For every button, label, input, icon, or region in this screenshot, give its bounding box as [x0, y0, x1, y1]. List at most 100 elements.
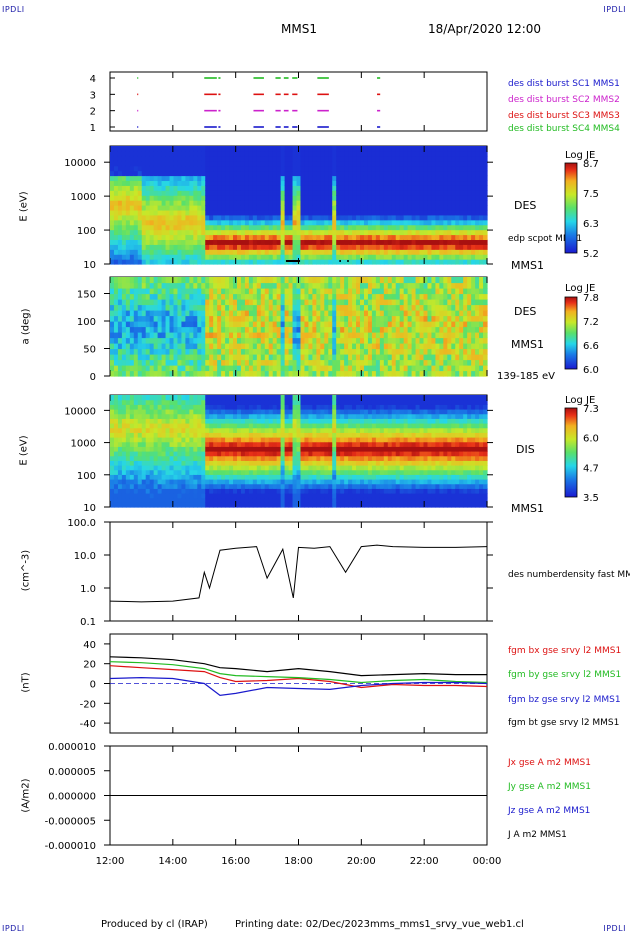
- pitch-angle-cell: [379, 321, 385, 328]
- des-spectrogram-cell: [356, 234, 361, 241]
- des-spectrogram-cell: [312, 180, 317, 186]
- pitch-angle-cell: [252, 315, 258, 322]
- pitch-angle-cell: [403, 299, 409, 306]
- des-spectrogram-cell: [217, 249, 222, 255]
- des-spectrogram-cell: [213, 200, 218, 206]
- dis-spectrogram-cell: [236, 395, 242, 401]
- des-spectrogram-cell: [360, 214, 365, 221]
- pitch-angle-cell: [157, 315, 163, 322]
- des-spectrogram-cell: [121, 254, 127, 260]
- des-spectrogram-cell: [137, 160, 143, 167]
- des-spectrogram-cell: [280, 244, 286, 250]
- des-spectrogram-cell: [360, 205, 365, 211]
- dis-spectrogram-cell: [157, 437, 163, 443]
- des-spectrogram-cell: [324, 170, 329, 177]
- des-spectrogram-cell: [324, 209, 329, 216]
- des-spectrogram-cell: [403, 195, 409, 201]
- dis-spectrogram-cell: [225, 432, 230, 438]
- pitch-angle-cell: [415, 315, 421, 322]
- pitch-angle-cell: [363, 348, 369, 355]
- dis-spectrogram-cell: [161, 469, 167, 475]
- des-spectrogram-cell: [209, 224, 214, 231]
- des-spectrogram-cell: [165, 254, 171, 260]
- des-spectrogram-cell: [375, 146, 381, 152]
- des-spectrogram-cell: [340, 205, 345, 211]
- pitch-angle-cell: [324, 332, 329, 339]
- des-spectrogram-cell: [173, 209, 179, 216]
- dis-spectrogram-cell: [229, 497, 234, 503]
- pitch-angle-cell: [419, 304, 425, 311]
- pitch-angle-cell: [475, 359, 480, 366]
- des-spectrogram-cell: [213, 239, 218, 245]
- pitch-angle-cell: [407, 354, 413, 361]
- des-spectrogram-cell: [336, 165, 341, 172]
- des-spectrogram-cell: [177, 190, 183, 196]
- pitch-angle-cell: [431, 277, 437, 284]
- dis-spectrogram-cell: [225, 474, 230, 480]
- pitch-angle-cell: [248, 343, 254, 350]
- des-spectrogram-cell: [240, 224, 246, 231]
- pitch-angle-cell: [288, 299, 294, 306]
- dis-spectrogram-cell: [209, 474, 214, 480]
- des-spectrogram-cell: [268, 160, 274, 167]
- pitch-angle-cell: [280, 359, 286, 366]
- pitch-angle-cell: [145, 343, 151, 350]
- des-spectrogram-cell: [221, 185, 226, 191]
- pitch-angle-cell: [344, 321, 349, 328]
- pitch-angle-cell: [467, 365, 472, 372]
- des-spectrogram-cell: [403, 229, 409, 236]
- des-spectrogram-cell: [356, 229, 361, 236]
- des-spectrogram-cell: [367, 229, 373, 236]
- pitch-angle-cell: [256, 310, 262, 317]
- dis-spectrogram-cell: [157, 399, 163, 405]
- des-spectrogram-cell: [141, 175, 147, 182]
- des-label: DES: [514, 199, 537, 212]
- pitch-angle-cell: [328, 365, 333, 372]
- pitch-angle-cell: [399, 277, 405, 284]
- des-spectrogram-cell: [280, 224, 286, 231]
- pitch-angle-cell: [367, 359, 373, 366]
- pitch-angle-cell: [467, 293, 472, 300]
- des-spectrogram-cell: [125, 185, 131, 191]
- des-spectrogram-cell: [340, 234, 345, 241]
- pitch-angle-cell: [181, 348, 186, 355]
- des-spectrogram-cell: [427, 209, 433, 216]
- dis-spectrogram-cell: [161, 399, 167, 405]
- dis-spectrogram-cell: [205, 446, 210, 452]
- des-spectrogram-cell: [447, 195, 452, 201]
- dis-spectrogram-cell: [113, 437, 119, 443]
- pitch-angle-cell: [177, 370, 183, 377]
- des-spectrogram-cell: [371, 160, 377, 167]
- des-spectrogram-cell: [356, 195, 361, 201]
- des-spectrogram-cell: [439, 209, 444, 216]
- des-spectrogram-cell: [379, 155, 385, 162]
- dis-spectrogram-cell: [117, 395, 123, 401]
- dis-spectrogram-cell: [225, 455, 230, 461]
- des-spectrogram-cell: [233, 160, 238, 167]
- dis-spectrogram-cell: [161, 427, 167, 433]
- pitch-angle-cell: [236, 348, 242, 355]
- dis-spectrogram-cell: [217, 423, 222, 429]
- dis-spectrogram-cell: [236, 409, 242, 415]
- dis-spectrogram-cell: [129, 427, 135, 433]
- des-spectrogram-cell: [225, 175, 230, 182]
- pitch-angle-cell: [415, 304, 421, 311]
- dis-spectrogram-cell: [244, 418, 250, 424]
- pitch-angle-cell: [479, 288, 484, 295]
- des-spectrogram-cell: [193, 239, 198, 245]
- pitch-angle-cell: [177, 359, 183, 366]
- des-spectrogram-cell: [272, 160, 278, 167]
- des-spectrogram-cell: [475, 219, 480, 226]
- legend-jy: Jy gse A m2 MMS1: [508, 782, 591, 792]
- pitch-angle-cell: [213, 288, 218, 295]
- pitch-angle-cell: [225, 343, 230, 350]
- pitch-angle-cell: [229, 304, 234, 311]
- pitch-angle-cell: [423, 370, 429, 377]
- pitch-angle-cell: [121, 288, 127, 295]
- des-spectrogram-cell: [161, 209, 167, 216]
- dis-spectrogram-cell: [121, 432, 127, 438]
- des-spectrogram-cell: [435, 234, 440, 241]
- pitch-angle-cell: [475, 370, 480, 377]
- des-spectrogram-cell: [300, 180, 306, 186]
- des-spectrogram-cell: [117, 195, 123, 201]
